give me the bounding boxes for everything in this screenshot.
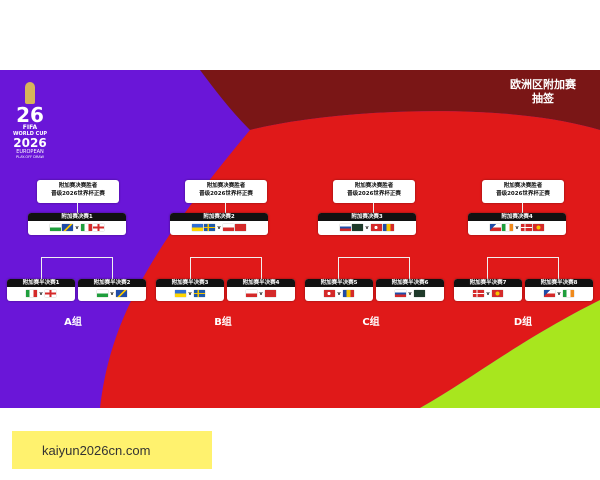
ireland-flag-icon — [562, 290, 574, 297]
semi-label-2: 附加赛半决赛2 — [78, 279, 146, 287]
final-label-1: 附加赛决赛胜者 — [354, 183, 394, 189]
semi-final-box-1: 附加赛半决赛1 v — [7, 279, 75, 301]
romania-flag-icon — [382, 224, 394, 231]
wales-flag-icon — [97, 290, 109, 297]
final-winner-box-a: 附加赛决赛胜者 晋级2026世界杯正赛 — [37, 180, 119, 203]
czechia-flag-icon — [544, 290, 556, 297]
title-line-1: 欧洲区附加赛 — [510, 78, 576, 91]
logo-number: 26 — [16, 103, 44, 127]
versus-label: v — [365, 224, 369, 231]
semi-label-4: 附加赛半决赛4 — [227, 279, 295, 287]
semi-final-box-6: 附加赛半决赛6 v — [376, 279, 444, 301]
path-final-label: 附加赛决赛2 — [170, 213, 268, 221]
path-final-box-a: 附加赛决赛1 v — [28, 213, 126, 235]
denmark-flag-icon — [473, 290, 485, 297]
group-label-c: C组 — [362, 317, 380, 328]
kosovo-flag-icon — [413, 290, 425, 297]
versus-label: v — [557, 290, 561, 297]
bosnia-flag-icon — [115, 290, 127, 297]
background-shapes — [100, 70, 600, 408]
slovakia-flag-icon — [340, 224, 352, 231]
wales-flag-icon — [50, 224, 62, 231]
page-title: 欧洲区附加赛 抽签 — [510, 78, 576, 106]
north-macedonia-flag-icon — [491, 290, 503, 297]
ireland-flag-icon — [502, 224, 514, 231]
semi-label-7: 附加赛半决赛7 — [454, 279, 522, 287]
logo-european: EUROPEAN — [16, 149, 44, 155]
northern-ireland-flag-icon — [92, 224, 104, 231]
turkey-flag-icon — [324, 290, 336, 297]
group-label-b: B组 — [214, 317, 232, 328]
final-label-2: 晋级2026世界杯正赛 — [51, 191, 105, 197]
group-label-d: D组 — [513, 317, 533, 328]
semi-final-box-5: 附加赛半决赛5 v — [305, 279, 373, 301]
semi-label-6: 附加赛半决赛6 — [376, 279, 444, 287]
final-label-2: 晋级2026世界杯正赛 — [199, 191, 253, 197]
sweden-flag-icon — [193, 290, 205, 297]
title-line-2: 抽签 — [532, 92, 554, 105]
versus-label: v — [75, 224, 79, 231]
path-final-box-c: 附加赛决赛3 v — [318, 213, 416, 235]
semi-label-1: 附加赛半决赛1 — [7, 279, 75, 287]
bosnia-flag-icon — [62, 224, 74, 231]
semi-final-box-7: 附加赛半决赛7 v — [454, 279, 522, 301]
versus-label: v — [39, 290, 43, 297]
versus-label: v — [259, 290, 263, 297]
versus-label: v — [515, 224, 519, 231]
poland-flag-icon — [246, 290, 258, 297]
czechia-flag-icon — [490, 224, 502, 231]
turkey-flag-icon — [370, 224, 382, 231]
group-label-a: A组 — [64, 317, 82, 328]
sweden-flag-icon — [204, 224, 216, 231]
final-winner-box-c: 附加赛决赛胜者 晋级2026世界杯正赛 — [333, 180, 415, 203]
denmark-flag-icon — [520, 224, 532, 231]
semi-label-5: 附加赛半决赛5 — [305, 279, 373, 287]
logo-fifa: FIFA — [22, 124, 38, 131]
versus-label: v — [110, 290, 114, 297]
versus-label: v — [188, 290, 192, 297]
logo-subtitle: PLAY-OFF DRAW — [16, 155, 44, 159]
final-label-2: 晋级2026世界杯正赛 — [496, 191, 550, 197]
romania-flag-icon — [342, 290, 354, 297]
versus-label: v — [486, 290, 490, 297]
semi-final-box-2: 附加赛半决赛2 v — [78, 279, 146, 301]
versus-label: v — [217, 224, 221, 231]
logo-world-cup: WORLD CUP — [12, 131, 48, 137]
final-label-1: 附加赛决赛胜者 — [58, 183, 98, 189]
fifa-world-cup-logo: 26 FIFA WORLD CUP 2026 EUROPEAN PLAY-OFF… — [8, 82, 52, 160]
site-url[interactable]: kaiyun2026cn.com — [42, 443, 151, 458]
playoff-draw-graphic: 26 FIFA WORLD CUP 2026 EUROPEAN PLAY-OFF… — [0, 70, 600, 408]
slovakia-flag-icon — [395, 290, 407, 297]
semi-final-box-3: 附加赛半决赛3 v — [156, 279, 224, 301]
semi-final-box-4: 附加赛半决赛4 v — [227, 279, 295, 301]
albania-flag-icon — [264, 290, 276, 297]
semi-final-box-8: 附加赛半决赛8 v — [525, 279, 593, 301]
versus-label: v — [408, 290, 412, 297]
path-final-label: 附加赛决赛4 — [468, 213, 566, 221]
final-label-1: 附加赛决赛胜者 — [206, 183, 246, 189]
versus-label: v — [337, 290, 341, 297]
logo-year: 2026 — [13, 136, 47, 150]
site-banner[interactable]: kaiyun2026cn.com — [12, 431, 212, 469]
ukraine-flag-icon — [192, 224, 204, 231]
northern-ireland-flag-icon — [44, 290, 56, 297]
path-final-box-b: 附加赛决赛2 v — [170, 213, 268, 235]
semi-label-3: 附加赛半决赛3 — [156, 279, 224, 287]
final-winner-box-d: 附加赛决赛胜者 晋级2026世界杯正赛 — [482, 180, 564, 203]
trophy-icon — [25, 82, 35, 104]
italy-flag-icon — [26, 290, 38, 297]
poland-flag-icon — [222, 224, 234, 231]
albania-flag-icon — [234, 224, 246, 231]
ukraine-flag-icon — [175, 290, 187, 297]
final-winner-box-b: 附加赛决赛胜者 晋级2026世界杯正赛 — [185, 180, 267, 203]
italy-flag-icon — [80, 224, 92, 231]
final-label-2: 晋级2026世界杯正赛 — [347, 191, 401, 197]
path-final-label: 附加赛决赛1 — [28, 213, 126, 221]
kosovo-flag-icon — [352, 224, 364, 231]
final-label-1: 附加赛决赛胜者 — [503, 183, 543, 189]
semi-label-8: 附加赛半决赛8 — [525, 279, 593, 287]
path-final-box-d: 附加赛决赛4 v — [468, 213, 566, 235]
north-macedonia-flag-icon — [532, 224, 544, 231]
path-final-label: 附加赛决赛3 — [318, 213, 416, 221]
